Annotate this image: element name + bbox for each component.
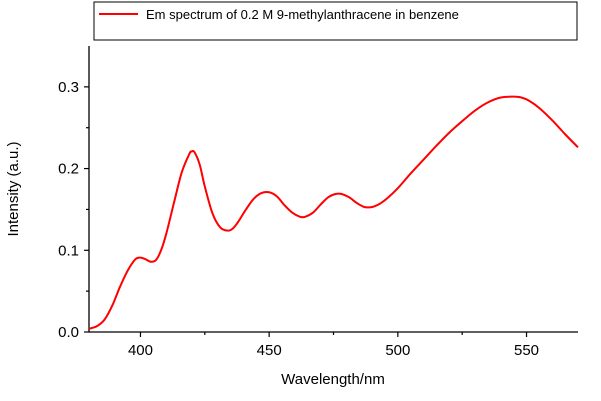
y-tick-label: 0.1: [58, 242, 79, 259]
legend-label: Em spectrum of 0.2 M 9-methylanthracene …: [146, 7, 459, 22]
x-tick-label: 500: [385, 342, 410, 359]
series-line-em-spectrum: [88, 95, 579, 330]
y-tick-label: 0.0: [58, 324, 79, 341]
x-ticks: 400 450 500 550: [128, 332, 539, 359]
x-axis-title: Wavelength/nm: [281, 371, 385, 388]
legend: Em spectrum of 0.2 M 9-methylanthracene …: [93, 1, 578, 41]
y-axis-title: Intensity (a.u.): [5, 141, 22, 236]
y-tick-label: 0.3: [58, 79, 79, 96]
y-tick-label: 0.2: [58, 161, 79, 178]
plot-frame: [88, 46, 578, 333]
x-tick-label: 550: [514, 342, 539, 359]
series-layer: [88, 95, 579, 330]
y-ticks: 0.0 0.1 0.2 0.3: [58, 79, 89, 341]
x-tick-label: 400: [128, 342, 153, 359]
legend-box: [93, 1, 578, 41]
x-tick-label: 450: [257, 342, 282, 359]
